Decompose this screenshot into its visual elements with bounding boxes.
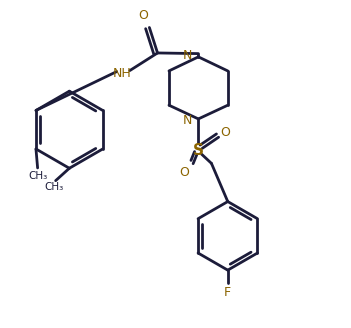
Text: O: O [180,166,190,179]
Text: CH₃: CH₃ [44,182,64,192]
Text: CH₃: CH₃ [28,171,47,180]
Text: S: S [193,143,204,158]
Text: NH: NH [113,67,132,80]
Text: N: N [183,114,192,127]
Text: O: O [220,127,230,139]
Text: N: N [183,49,192,62]
Text: O: O [139,9,148,22]
Text: F: F [224,286,231,299]
